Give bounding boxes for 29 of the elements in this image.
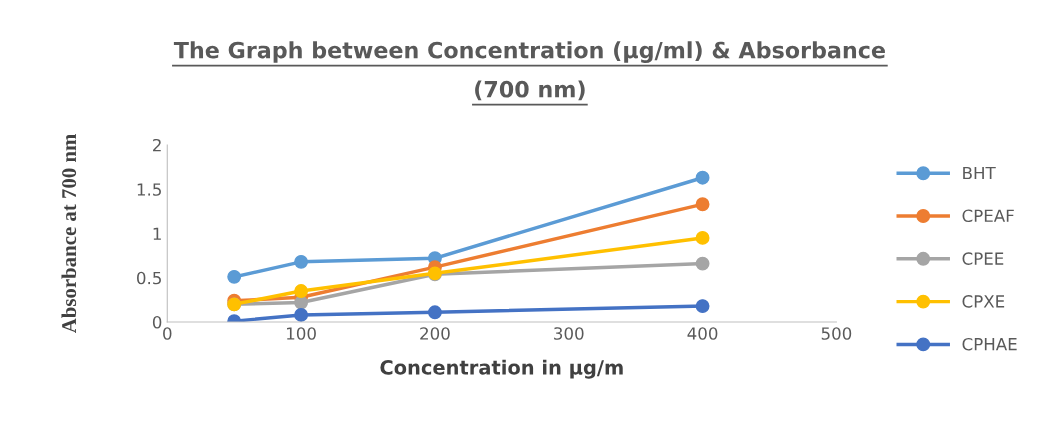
- legend-label: CPXE: [962, 295, 1005, 308]
- x-tick-label: 0: [163, 327, 172, 340]
- x-tick-label: 500: [821, 327, 852, 340]
- y-tick-label: 0.5: [137, 271, 161, 285]
- point: [695, 256, 710, 271]
- x-tick-label: 100: [287, 327, 316, 340]
- x-axis-title: Concentration in µg/m: [380, 359, 623, 379]
- y-tick-label: 0: [152, 315, 162, 329]
- point: [294, 284, 309, 298]
- y-tick-label: 1.5: [137, 183, 161, 196]
- legend-label: BHT: [963, 166, 996, 180]
- legend-label: CPHAE: [962, 337, 1017, 351]
- point: [695, 230, 710, 245]
- y-tick-label: 1: [153, 227, 161, 240]
- legend-label: CPEE: [962, 252, 1004, 265]
- x-tick-label: 200: [420, 327, 450, 340]
- point: [427, 305, 442, 320]
- point: [695, 197, 710, 212]
- point: [695, 170, 710, 185]
- point: [695, 299, 710, 314]
- y-tick-label: 2: [153, 138, 161, 152]
- x-tick-label: 300: [554, 327, 584, 340]
- chart-title: The Graph between Concentration (µg/ml) & Absorbance (700 nm): [173, 41, 885, 101]
- point: [227, 269, 242, 284]
- y-axis-title: Absorbance at 700 nm: [61, 134, 77, 334]
- point: [294, 307, 309, 322]
- point: [294, 254, 309, 269]
- x-tick-label: 400: [687, 327, 718, 340]
- legend-label: CPEAF: [962, 209, 1014, 223]
